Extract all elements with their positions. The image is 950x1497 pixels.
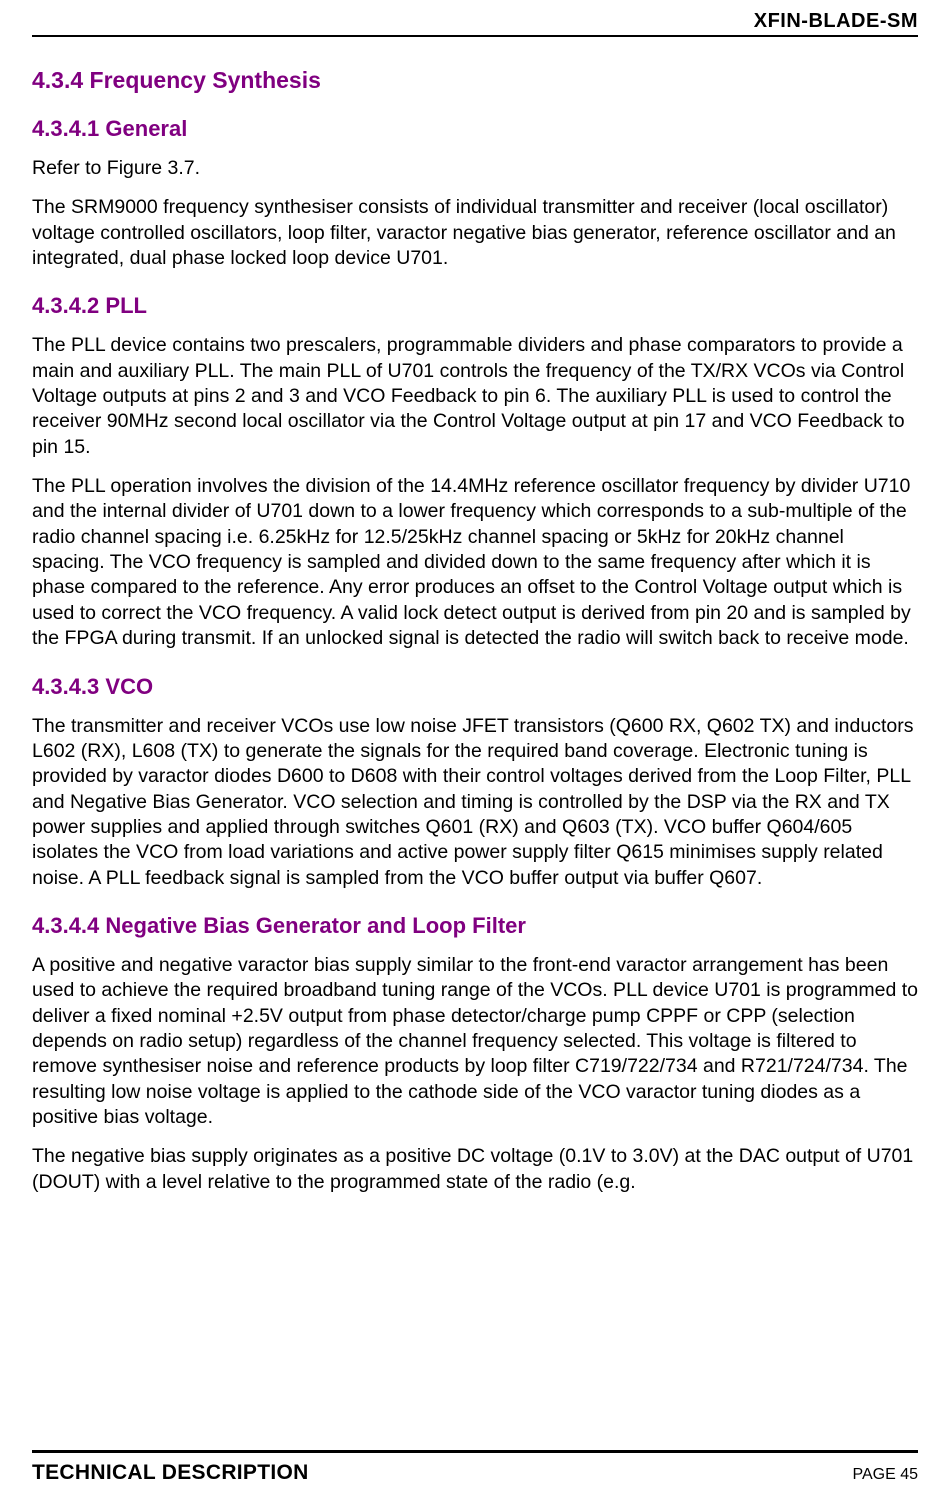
paragraph-4344-2: The negative bias supply originates as a… bbox=[32, 1144, 918, 1195]
subsection-number: 4.3.4.3 bbox=[32, 674, 99, 699]
page-footer: TECHNICAL DESCRIPTION PAGE 45 bbox=[32, 1450, 918, 1497]
page-header: XFIN-BLADE-SM bbox=[32, 10, 918, 37]
paragraph-4344-1: A positive and negative varactor bias su… bbox=[32, 953, 918, 1130]
paragraph-4343-1: The transmitter and receiver VCOs use lo… bbox=[32, 714, 918, 891]
footer-title: TECHNICAL DESCRIPTION bbox=[32, 1461, 309, 1485]
subsection-number: 4.3.4.2 bbox=[32, 293, 99, 318]
section-number: 4.3.4 bbox=[32, 67, 83, 93]
paragraph-4341-2: The SRM9000 frequency synthesiser consis… bbox=[32, 195, 918, 271]
subsection-title: Negative Bias Generator and Loop Filter bbox=[105, 913, 526, 938]
page-content: 4.3.4 Frequency Synthesis 4.3.4.1 Genera… bbox=[32, 61, 918, 1440]
subsection-heading-4344: 4.3.4.4 Negative Bias Generator and Loop… bbox=[32, 913, 918, 939]
subsection-title: General bbox=[105, 116, 187, 141]
paragraph-4342-1: The PLL device contains two prescalers, … bbox=[32, 333, 918, 460]
section-heading-434: 4.3.4 Frequency Synthesis bbox=[32, 67, 918, 94]
page-container: XFIN-BLADE-SM 4.3.4 Frequency Synthesis … bbox=[0, 0, 950, 1497]
footer-page-number: PAGE 45 bbox=[852, 1466, 918, 1484]
paragraph-4341-1: Refer to Figure 3.7. bbox=[32, 156, 918, 181]
subsection-title: PLL bbox=[105, 293, 147, 318]
subsection-number: 4.3.4.1 bbox=[32, 116, 99, 141]
document-id: XFIN-BLADE-SM bbox=[32, 10, 918, 33]
paragraph-4342-2: The PLL operation involves the division … bbox=[32, 474, 918, 651]
subsection-heading-4343: 4.3.4.3 VCO bbox=[32, 674, 918, 700]
subsection-number: 4.3.4.4 bbox=[32, 913, 99, 938]
section-title: Frequency Synthesis bbox=[90, 67, 321, 93]
subsection-heading-4341: 4.3.4.1 General bbox=[32, 116, 918, 142]
subsection-heading-4342: 4.3.4.2 PLL bbox=[32, 293, 918, 319]
subsection-title: VCO bbox=[105, 674, 153, 699]
